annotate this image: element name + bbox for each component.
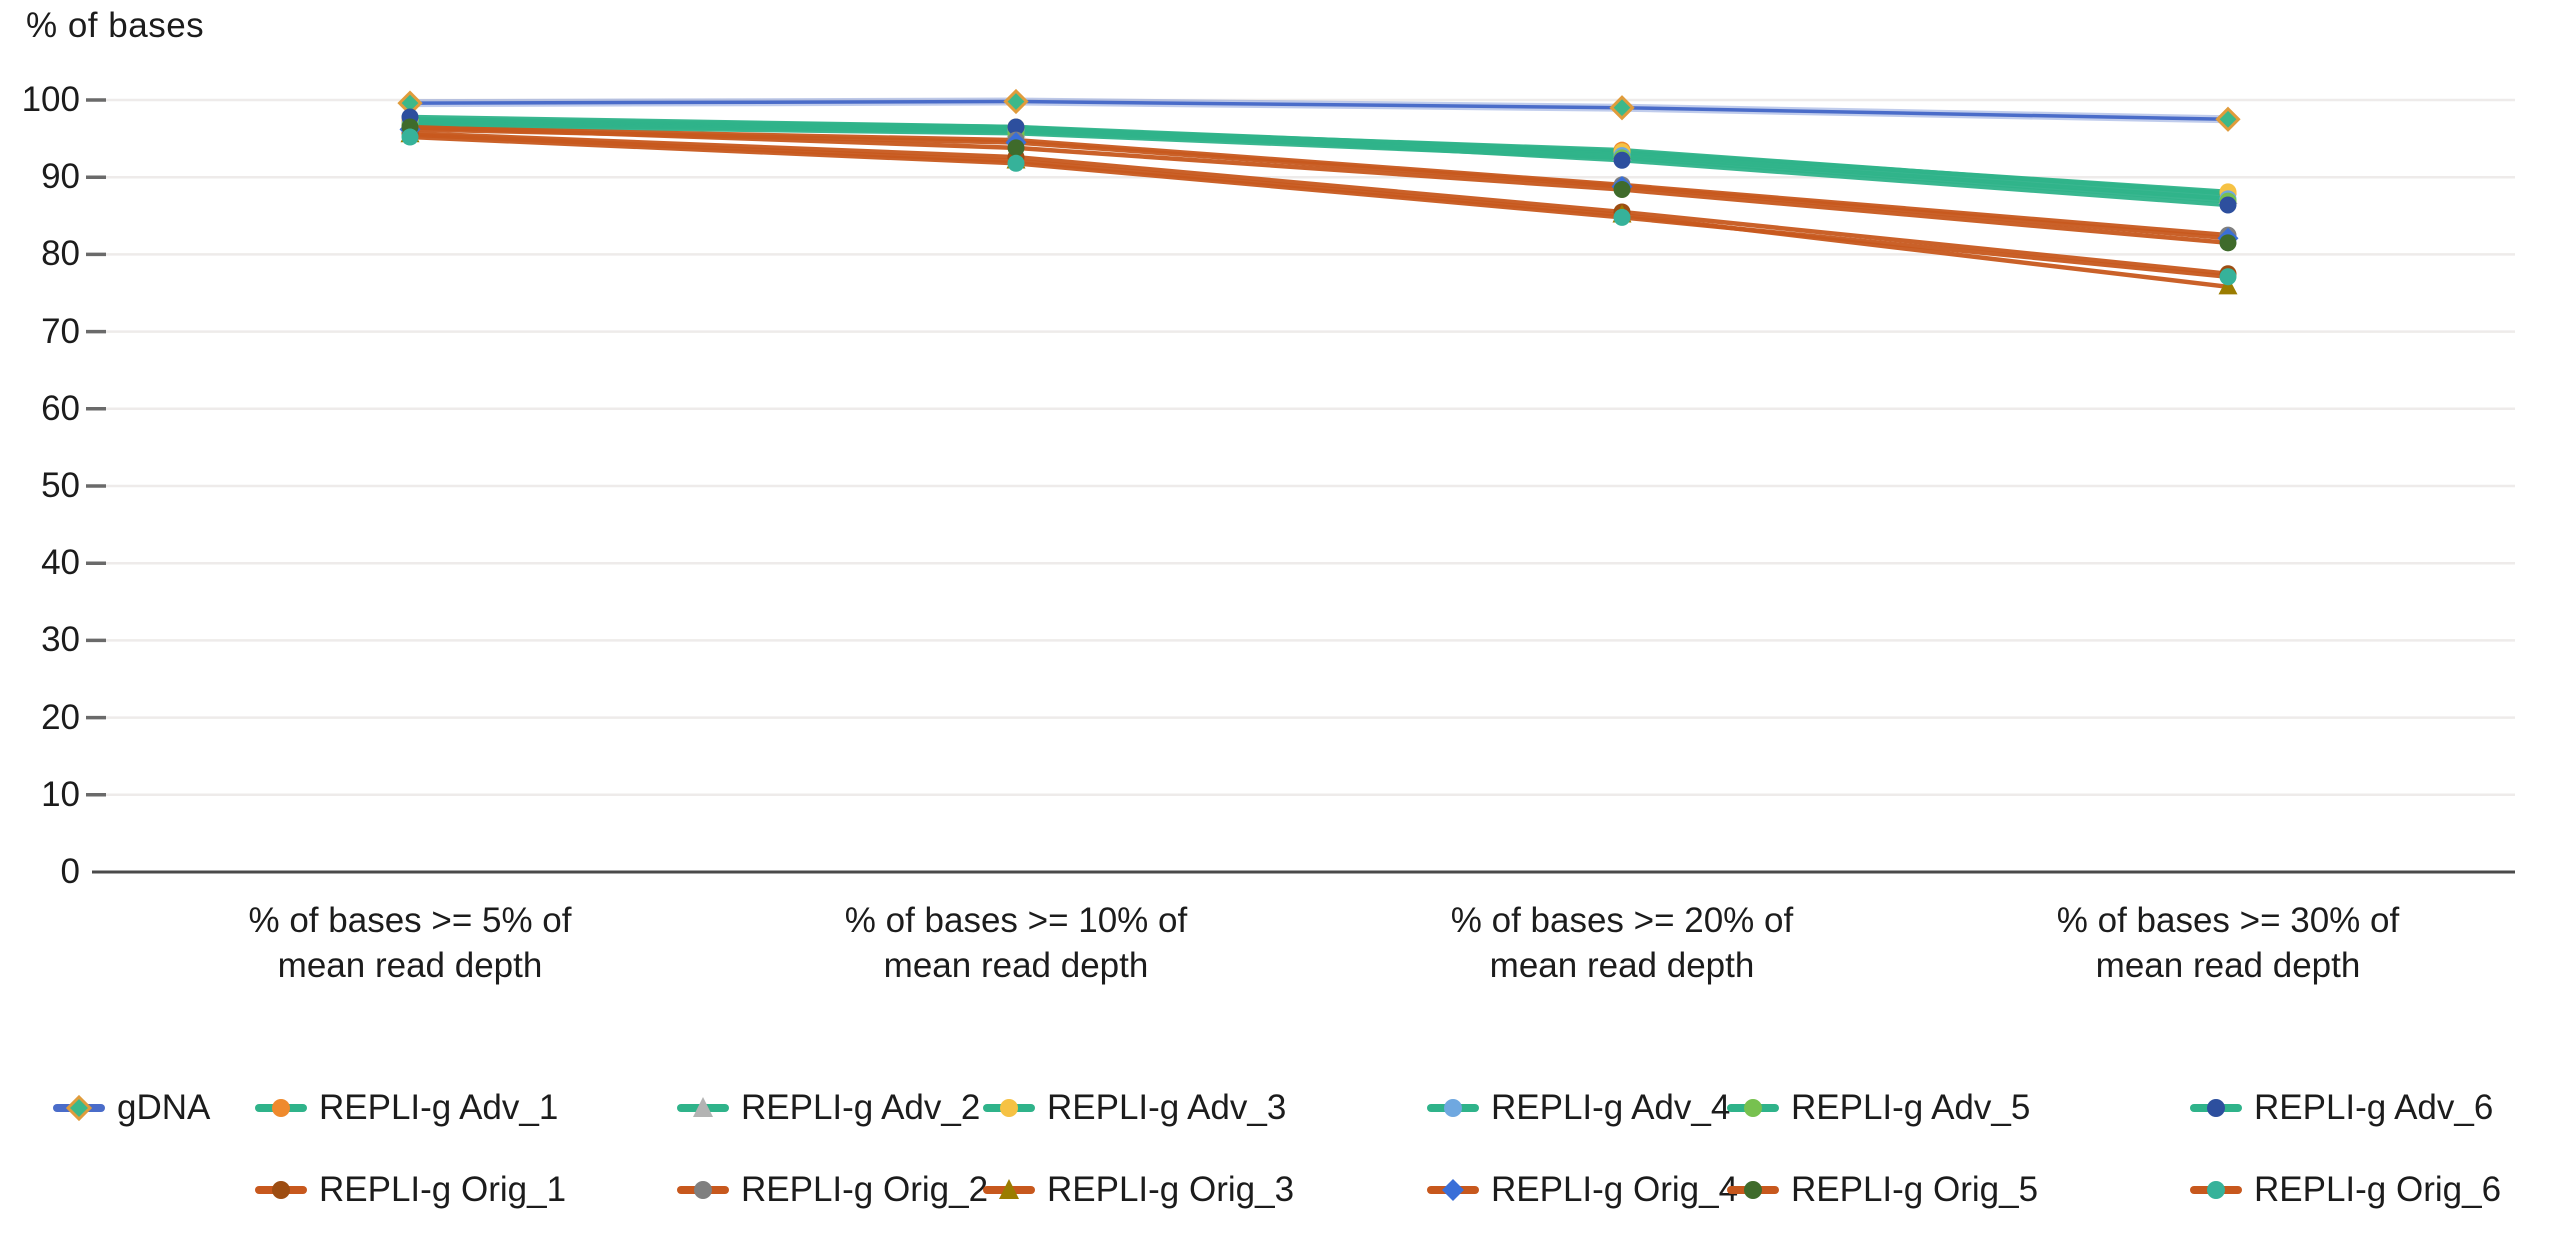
y-tick-label-50: 50 bbox=[41, 466, 80, 505]
legend-swatch-repli-g-adv_4 bbox=[1427, 1099, 1479, 1117]
y-tick-label-0: 0 bbox=[60, 852, 80, 891]
y-tick-label-30: 30 bbox=[41, 620, 80, 660]
legend-label: REPLI-g Orig_4 bbox=[1491, 1170, 1739, 1209]
legend-swatch-repli-g-orig_4 bbox=[1427, 1179, 1479, 1201]
legend-swatch-repli-g-adv_1 bbox=[255, 1099, 307, 1117]
circle-marker-icon bbox=[272, 1181, 290, 1199]
series-line-REPLI-g-Orig_1 bbox=[409, 130, 2229, 276]
x-category-label-4: % of bases >= 30% of mean read depth bbox=[1918, 898, 2538, 988]
y-tick-label-80: 80 bbox=[41, 234, 80, 274]
marker-REPLI-g-Orig_5 bbox=[1613, 181, 1631, 199]
marker-REPLI-g-Orig_5 bbox=[2219, 234, 2237, 252]
x-category-line1: % of bases >= 5% of bbox=[248, 901, 572, 940]
triangle-marker-icon bbox=[999, 1179, 1019, 1199]
legend-swatch-repli-g-adv_3 bbox=[983, 1099, 1035, 1117]
legend-label: REPLI-g Orig_6 bbox=[2254, 1170, 2502, 1209]
legend-swatch-repli-g-orig_5 bbox=[1727, 1181, 1779, 1199]
y-tick-label-20: 20 bbox=[41, 697, 80, 737]
marker-REPLI-g-Orig_6 bbox=[2219, 268, 2237, 286]
circle-marker-icon bbox=[694, 1181, 712, 1199]
marker-REPLI-g-Orig_6 bbox=[401, 128, 419, 146]
x-category-line1: % of bases >= 20% of bbox=[1450, 901, 1794, 940]
circle-marker-icon bbox=[1744, 1099, 1762, 1117]
legend-label: REPLI-g Adv_4 bbox=[1491, 1088, 1731, 1127]
legend-label: gDNA bbox=[117, 1088, 211, 1127]
legend-item-repli-g-adv_3: REPLI-g Adv_3 bbox=[983, 1086, 1286, 1130]
legend-label: REPLI-g Adv_2 bbox=[741, 1088, 981, 1127]
circle-marker-icon bbox=[2207, 1181, 2225, 1199]
legend-swatch-gdna bbox=[53, 1094, 105, 1122]
marker-gDNA bbox=[2215, 106, 2241, 132]
circle-marker-icon bbox=[1444, 1099, 1462, 1117]
legend-label: REPLI-g Adv_6 bbox=[2254, 1088, 2494, 1127]
legend-item-repli-g-orig_3: REPLI-g Orig_3 bbox=[983, 1168, 1294, 1212]
legend-swatch-repli-g-adv_5 bbox=[1727, 1099, 1779, 1117]
marker-gDNA bbox=[1609, 95, 1635, 121]
legend-item-repli-g-adv_5: REPLI-g Adv_5 bbox=[1727, 1086, 2030, 1130]
legend-swatch-repli-g-orig_2 bbox=[677, 1181, 729, 1199]
legend-swatch-repli-g-adv_6 bbox=[2190, 1099, 2242, 1117]
x-category-line2: mean read depth bbox=[277, 946, 543, 985]
legend-item-repli-g-orig_4: REPLI-g Orig_4 bbox=[1427, 1168, 1738, 1212]
x-category-line2: mean read depth bbox=[1489, 946, 1755, 985]
y-tick-label-10: 10 bbox=[41, 774, 80, 814]
legend-label: REPLI-g Orig_2 bbox=[741, 1170, 989, 1209]
legend-swatch-repli-g-adv_2 bbox=[677, 1097, 729, 1117]
x-category-line2: mean read depth bbox=[2095, 946, 2361, 985]
marker-REPLI-g-Orig_5 bbox=[1007, 139, 1025, 157]
marker-REPLI-g-Adv_6 bbox=[1613, 151, 1631, 169]
legend-item-gdna: gDNA bbox=[53, 1086, 210, 1130]
legend-label: REPLI-g Orig_1 bbox=[319, 1170, 567, 1209]
diamond-marker-icon bbox=[65, 1094, 93, 1122]
legend-swatch-repli-g-orig_3 bbox=[983, 1179, 1035, 1199]
marker-REPLI-g-Orig_6 bbox=[1007, 154, 1025, 172]
marker-REPLI-g-Orig_3 bbox=[2218, 276, 2238, 295]
y-tick-label-40: 40 bbox=[41, 543, 80, 583]
series-line-REPLI-g-Orig_6 bbox=[409, 134, 2229, 280]
y-tick-label-60: 60 bbox=[41, 388, 80, 428]
x-category-line1: % of bases >= 30% of bbox=[2056, 901, 2400, 940]
legend-item-repli-g-orig_1: REPLI-g Orig_1 bbox=[255, 1168, 566, 1212]
legend-label: REPLI-g Adv_1 bbox=[319, 1088, 559, 1127]
circle-marker-icon bbox=[272, 1099, 290, 1117]
circle-marker-icon bbox=[1744, 1181, 1762, 1199]
marker-gDNA bbox=[1003, 88, 1029, 115]
series-line-REPLI-g-Orig_5 bbox=[409, 124, 2229, 246]
legend-label: REPLI-g Orig_3 bbox=[1047, 1170, 1295, 1209]
series-line-gDNA bbox=[409, 99, 2229, 122]
y-tick-label-70: 70 bbox=[41, 311, 80, 351]
legend-item-repli-g-orig_2: REPLI-g Orig_2 bbox=[677, 1168, 988, 1212]
x-category-line2: mean read depth bbox=[883, 946, 1149, 985]
y-axis-title: % of bases bbox=[26, 6, 205, 45]
triangle-marker-icon bbox=[693, 1097, 713, 1117]
y-tick-label-100: 100 bbox=[21, 80, 80, 119]
legend-label: REPLI-g Adv_5 bbox=[1791, 1088, 2031, 1127]
legend-item-repli-g-adv_4: REPLI-g Adv_4 bbox=[1427, 1086, 1730, 1130]
circle-marker-icon bbox=[2207, 1099, 2225, 1117]
marker-REPLI-g-Adv_6 bbox=[2219, 196, 2237, 214]
series-line-REPLI-g-Adv_6 bbox=[409, 114, 2229, 208]
x-category-label-1: % of bases >= 5% of mean read depth bbox=[100, 898, 720, 988]
marker-REPLI-g-Orig_6 bbox=[1613, 208, 1631, 226]
legend-item-repli-g-adv_1: REPLI-g Adv_1 bbox=[255, 1086, 558, 1130]
diamond-marker-icon bbox=[1442, 1179, 1464, 1201]
legend-swatch-repli-g-orig_1 bbox=[255, 1181, 307, 1199]
y-tick-label-90: 90 bbox=[41, 157, 80, 197]
series-line-REPLI-g-Orig_3 bbox=[409, 132, 2229, 290]
legend-item-repli-g-orig_6: REPLI-g Orig_6 bbox=[2190, 1168, 2501, 1212]
x-category-label-3: % of bases >= 20% of mean read depth bbox=[1312, 898, 1932, 988]
x-category-line1: % of bases >= 10% of bbox=[844, 901, 1188, 940]
legend-item-repli-g-orig_5: REPLI-g Orig_5 bbox=[1727, 1168, 2038, 1212]
legend-item-repli-g-adv_2: REPLI-g Adv_2 bbox=[677, 1086, 980, 1130]
legend-item-repli-g-adv_6: REPLI-g Adv_6 bbox=[2190, 1086, 2493, 1130]
legend-label: REPLI-g Adv_3 bbox=[1047, 1088, 1287, 1127]
line-chart-canvas bbox=[86, 88, 2515, 874]
marker-REPLI-g-Adv_6 bbox=[1007, 118, 1025, 136]
legend-swatch-repli-g-orig_6 bbox=[2190, 1181, 2242, 1199]
circle-marker-icon bbox=[1000, 1099, 1018, 1117]
x-category-label-2: % of bases >= 10% of mean read depth bbox=[706, 898, 1326, 988]
legend-label: REPLI-g Orig_5 bbox=[1791, 1170, 2039, 1209]
